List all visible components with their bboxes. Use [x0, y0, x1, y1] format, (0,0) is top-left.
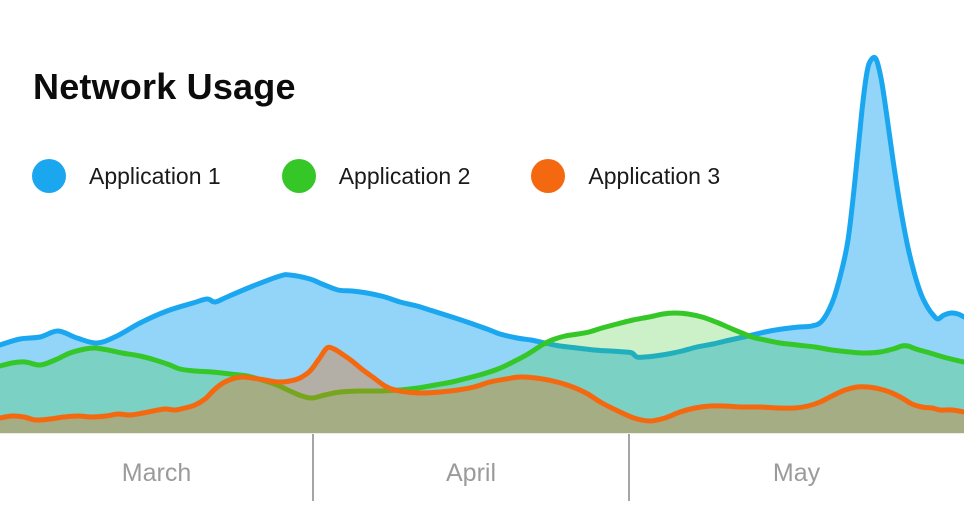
axis-tick-divider: [628, 434, 630, 501]
application-3-swatch-icon: [531, 159, 566, 193]
series-line-application-2: [0, 310, 964, 401]
page-title: Network Usage: [33, 66, 296, 107]
axis-tick-divider: [312, 434, 314, 501]
series-area-application-3: [0, 347, 964, 433]
series-line-application-3: [0, 344, 964, 424]
legend-item-application-3[interactable]: Application 3: [531, 159, 720, 193]
x-axis-label-may: May: [772, 459, 821, 487]
application-1-swatch-icon: [32, 159, 66, 193]
series-line-application-1: [0, 54, 964, 360]
legend-label: Application 1: [89, 162, 221, 189]
series-area-application-1: [0, 57, 964, 434]
application-2-swatch-icon: [281, 159, 316, 193]
x-axis-label-april: April: [445, 459, 496, 487]
chart-legend: Application 1 Application 2 Application …: [32, 159, 720, 193]
legend-item-application-1[interactable]: Application 1: [32, 159, 221, 193]
series-area-application-2: [0, 313, 964, 433]
x-axis-baseline: [0, 433, 964, 434]
legend-label: Application 3: [588, 162, 721, 189]
legend-item-application-2[interactable]: Application 2: [281, 159, 471, 193]
legend-label: Application 2: [338, 162, 471, 189]
x-axis-label-march: March: [121, 459, 192, 487]
